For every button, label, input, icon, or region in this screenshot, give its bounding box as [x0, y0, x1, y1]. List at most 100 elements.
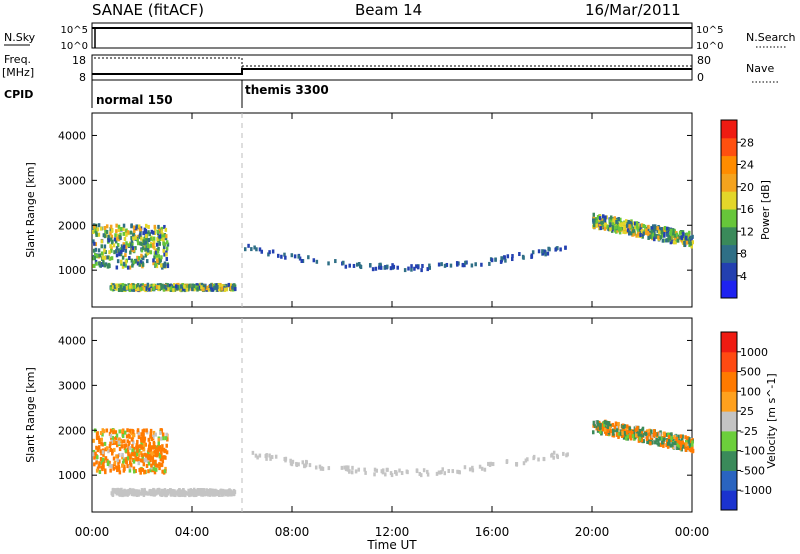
heatmap-cell — [99, 263, 103, 268]
heatmap-cell — [164, 227, 168, 232]
heatmap-cell — [153, 460, 157, 465]
heatmap-cell — [269, 456, 272, 461]
heatmap-cell — [291, 459, 295, 464]
heatmap-cell — [231, 285, 234, 290]
heatmap-cell — [163, 284, 166, 289]
heatmap-cell — [165, 252, 168, 257]
heatmap-cell — [108, 444, 112, 449]
heatmap-cell — [418, 471, 422, 476]
heatmap-cell — [92, 449, 96, 454]
heatmap-cell — [137, 234, 140, 239]
heatmap-cell — [530, 254, 533, 259]
heatmap-cell — [632, 429, 635, 434]
heatmap-cell — [112, 430, 115, 435]
heatmap-cell — [544, 252, 547, 257]
xtick-label: 12:00 — [375, 525, 410, 539]
heatmap-cell — [162, 248, 165, 253]
heatmap-cell — [439, 470, 442, 475]
nsky-panel: N.Sky 10^5 10^0 10^5 10^0 N.Search — [4, 22, 796, 52]
heatmap-cell — [128, 446, 132, 451]
heatmap-cell — [604, 427, 607, 432]
heatmap-cell — [243, 247, 247, 252]
heatmap-cell — [205, 286, 209, 291]
heatmap-cell — [657, 230, 661, 235]
heatmap-cell — [164, 489, 167, 494]
heatmap-cell — [165, 257, 169, 262]
heatmap-cell — [100, 251, 104, 256]
heatmap-cell — [144, 253, 148, 258]
heatmap-cell — [144, 283, 147, 288]
heatmap-cell — [118, 437, 121, 442]
heatmap-cell — [595, 426, 599, 431]
heatmap-cell — [616, 423, 620, 428]
heatmap-cell — [386, 264, 389, 269]
heatmap-cell — [133, 258, 137, 263]
heatmap-cell — [647, 224, 650, 229]
heatmap-cell — [121, 460, 125, 465]
heatmap-cell — [312, 258, 316, 263]
heatmap-cell — [612, 218, 615, 223]
heatmap-cell — [127, 451, 130, 456]
heatmap-cell — [123, 444, 126, 449]
heatmap-cell — [157, 254, 161, 259]
heatmap-cell — [162, 489, 165, 494]
heatmap-cell — [158, 229, 161, 234]
heatmap-cell — [344, 264, 348, 269]
heatmap-cell — [149, 241, 153, 246]
heatmap-cell — [108, 250, 111, 255]
heatmap-cell — [617, 226, 620, 231]
heatmap-cell — [142, 493, 146, 498]
heatmap-cell — [406, 470, 409, 475]
heatmap-cell — [142, 239, 146, 244]
heatmap-cell — [165, 443, 168, 448]
heatmap-cell — [145, 259, 149, 264]
heatmap-cell — [690, 237, 693, 242]
heatmap-cell — [107, 460, 110, 465]
heatmap-cell — [122, 231, 126, 236]
heatmap-cell — [268, 453, 271, 458]
heatmap-cell — [124, 260, 128, 265]
heatmap-cell — [173, 489, 176, 494]
heatmap-cell — [665, 443, 668, 448]
heatmap-cell — [177, 492, 180, 497]
heatmap-cell — [95, 436, 99, 441]
heatmap-cell — [145, 463, 149, 468]
heatmap-cell — [621, 227, 624, 232]
heatmap-cell — [155, 250, 158, 255]
heatmap-cell — [97, 248, 101, 253]
heatmap-cell — [165, 246, 169, 251]
heatmap-cell — [120, 444, 124, 449]
heatmap-cell — [162, 436, 165, 441]
heatmap-cell — [152, 258, 155, 263]
heatmap-cell — [157, 441, 160, 446]
heatmap-cell — [101, 255, 105, 260]
heatmap-cell — [96, 431, 99, 436]
heatmap-cell — [160, 255, 163, 260]
heatmap-cell — [369, 263, 372, 268]
heatmap-cell — [264, 454, 268, 459]
heatmap-cell — [342, 260, 345, 265]
heatmap-cell — [115, 491, 119, 496]
heatmap-cell — [463, 465, 467, 470]
heatmap-cell — [660, 226, 663, 231]
heatmap-cell — [123, 430, 127, 435]
heatmap-cell — [437, 262, 441, 267]
power-ylabel: Slant Range [km] — [24, 162, 37, 258]
heatmap-cell — [344, 467, 348, 472]
heatmap-cell — [596, 420, 599, 425]
heatmap-cell — [159, 257, 162, 262]
heatmap-cell — [125, 241, 128, 246]
heatmap-cell — [596, 422, 600, 427]
heatmap-cell — [138, 453, 141, 458]
heatmap-cell — [120, 429, 124, 434]
heatmap-cell — [343, 465, 346, 470]
heatmap-cell — [134, 226, 137, 231]
heatmap-cell — [119, 284, 122, 289]
heatmap-cell — [681, 440, 684, 445]
heatmap-cell — [120, 261, 123, 266]
heatmap-cell — [645, 436, 649, 441]
xtick-label: 08:00 — [275, 525, 310, 539]
heatmap-cell — [116, 458, 119, 463]
heatmap-cell — [443, 263, 447, 268]
heatmap-cell — [128, 434, 131, 439]
